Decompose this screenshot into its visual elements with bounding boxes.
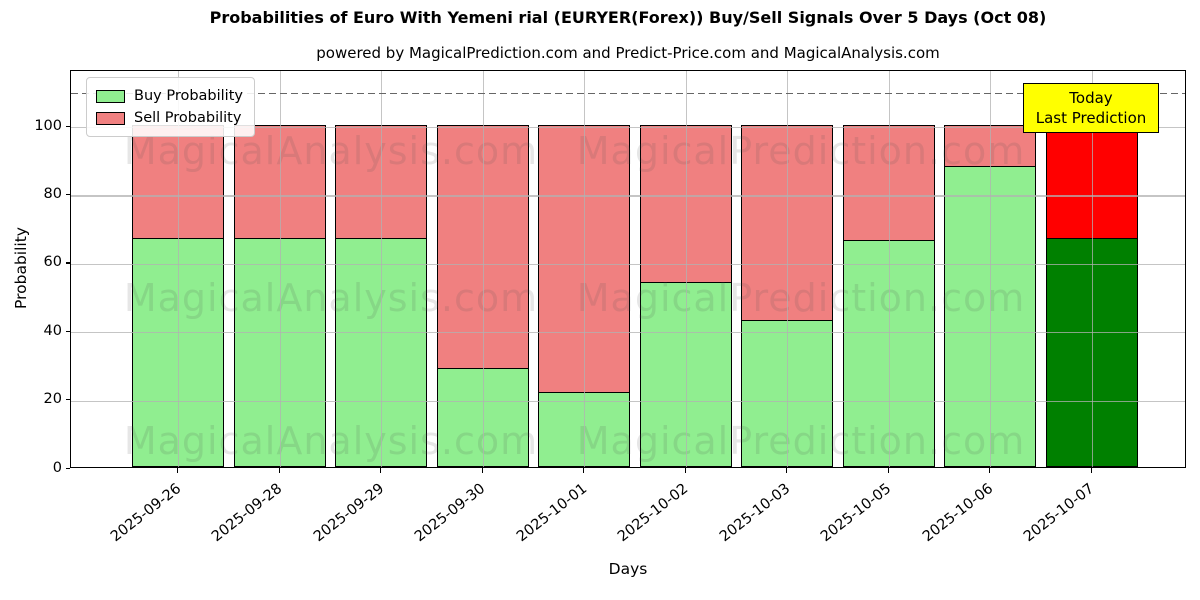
x-tick-mark bbox=[989, 468, 991, 473]
x-tick-label: 2025-10-02 bbox=[615, 480, 692, 546]
x-tick-mark bbox=[481, 468, 483, 473]
y-tick-mark bbox=[66, 399, 70, 401]
y-tick-mark bbox=[66, 330, 70, 333]
buy-swatch-icon bbox=[96, 89, 125, 103]
y-tick-mark bbox=[66, 125, 70, 127]
legend-item-buy: Buy Probability bbox=[96, 85, 243, 107]
y-tick-mark bbox=[66, 467, 70, 469]
chart-subtitle: powered by MagicalPrediction.com and Pre… bbox=[316, 44, 940, 62]
x-tick-mark bbox=[177, 468, 179, 473]
x-axis: 2025-09-26 2025-09-28 2025-09-29 2025-09-30… bbox=[70, 468, 1186, 568]
x-tick-label: 2025-10-01 bbox=[513, 480, 590, 546]
plot-area: MagicalAnalysis.com MagicalPrediction.com… bbox=[70, 70, 1186, 468]
legend: Buy Probability Sell Probability bbox=[86, 77, 255, 137]
sell-swatch-icon bbox=[96, 111, 125, 125]
y-tick-label: 20 bbox=[43, 391, 62, 408]
x-tick-label: 2025-09-30 bbox=[412, 480, 489, 546]
x-tick-mark bbox=[1090, 468, 1092, 473]
x-tick-mark bbox=[583, 468, 585, 473]
x-tick-mark bbox=[684, 468, 686, 473]
watermark-text: MagicalAnalysis.com bbox=[123, 419, 539, 463]
legend-label-sell: Sell Probability bbox=[134, 110, 242, 126]
legend-label-buy: Buy Probability bbox=[134, 88, 243, 104]
y-tick-mark bbox=[66, 193, 70, 196]
x-tick-mark bbox=[887, 468, 889, 473]
y-tick-label: 100 bbox=[34, 117, 62, 134]
y-tick-label: 80 bbox=[43, 185, 62, 202]
x-tick-label: 2025-10-05 bbox=[818, 480, 895, 546]
x-tick-mark bbox=[786, 468, 788, 473]
watermark-text: MagicalPrediction.com bbox=[576, 419, 1026, 463]
x-tick-mark bbox=[380, 468, 382, 473]
y-tick-mark bbox=[66, 262, 70, 264]
x-tick-label: 2025-10-06 bbox=[919, 480, 996, 546]
watermark-text: MagicalAnalysis.com bbox=[123, 276, 539, 320]
x-tick-label: 2025-09-29 bbox=[310, 480, 387, 546]
y-axis: 0 20 40 60 80 100 bbox=[0, 70, 70, 476]
legend-item-sell: Sell Probability bbox=[96, 107, 243, 129]
x-tick-label: 2025-09-26 bbox=[107, 480, 184, 546]
x-tick-label: 2025-10-03 bbox=[716, 480, 793, 546]
watermark-text: MagicalPrediction.com bbox=[576, 129, 1026, 173]
y-tick-label: 0 bbox=[52, 459, 62, 476]
x-tick-label: 2025-09-28 bbox=[209, 480, 286, 546]
today-annotation-line1: Today bbox=[1069, 89, 1113, 107]
x-tick-mark bbox=[278, 468, 280, 473]
today-annotation: Today Last Prediction bbox=[1023, 83, 1159, 133]
today-annotation-line2: Last Prediction bbox=[1035, 109, 1147, 127]
watermark-layer: MagicalAnalysis.com MagicalPrediction.com… bbox=[71, 71, 1185, 467]
x-tick-label: 2025-10-07 bbox=[1021, 480, 1098, 546]
y-tick-label: 60 bbox=[43, 254, 62, 271]
watermark-text: MagicalPrediction.com bbox=[576, 276, 1026, 320]
x-axis-label: Days bbox=[608, 560, 648, 578]
chart-title: Probabilities of Euro With Yemeni rial (… bbox=[209, 8, 1047, 27]
y-tick-label: 40 bbox=[43, 322, 62, 339]
